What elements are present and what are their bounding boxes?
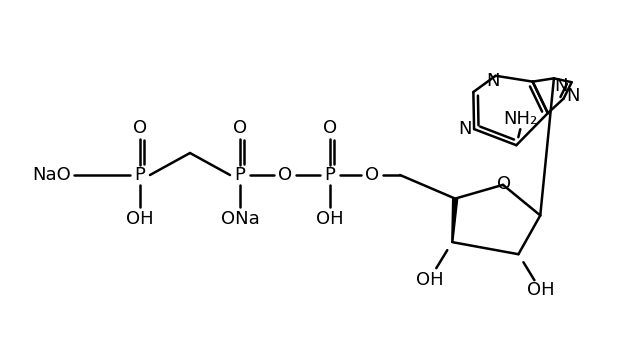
Text: NH₂: NH₂ [503,110,538,128]
Text: O: O [323,119,337,137]
Text: P: P [235,166,245,184]
Text: O: O [497,175,511,193]
Text: OH: OH [527,281,554,299]
Text: ONa: ONa [221,210,259,228]
Text: P: P [324,166,335,184]
Text: O: O [278,166,292,184]
Text: OH: OH [417,271,444,289]
Text: O: O [233,119,247,137]
Text: O: O [365,166,379,184]
Text: N: N [458,120,472,138]
Text: NaO: NaO [33,166,72,184]
Text: N: N [554,77,568,95]
Text: O: O [133,119,147,137]
Text: OH: OH [316,210,344,228]
Text: OH: OH [126,210,154,228]
Text: N: N [486,72,499,90]
Text: P: P [134,166,145,184]
Polygon shape [452,198,458,242]
Text: N: N [566,86,579,104]
